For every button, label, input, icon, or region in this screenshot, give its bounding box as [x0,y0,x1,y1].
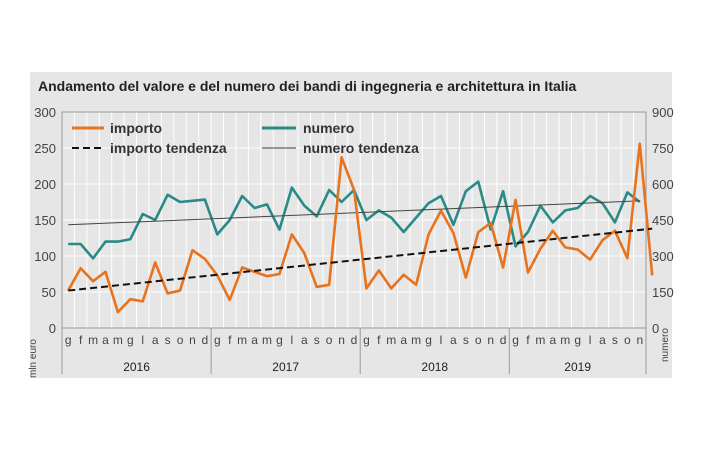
x-tick-label: n [487,333,494,347]
x-tick-label: m [113,333,123,347]
x-tick-label: g [512,333,519,347]
x-tick-label: d [351,333,358,347]
legend-importo-label: importo [110,120,162,136]
x-tick-label: g [276,333,283,347]
x-tick-label: s [612,333,618,347]
x-tick-label: a [400,333,407,347]
x-tick-label: l [589,333,592,347]
x-tick-label: f [526,333,530,347]
series-layer [67,142,654,314]
x-tick-label: f [79,333,83,347]
x-tick-label: s [463,333,469,347]
x-tick-label: m [560,333,570,347]
y-tick-left: 150 [34,213,56,228]
x-tick-label: a [301,333,308,347]
x-tick-label: m [88,333,98,347]
x-tick-label: s [314,333,320,347]
y-tick-left: 300 [34,105,56,120]
x-tick-label: f [228,333,232,347]
x-tick-label: m [535,333,545,347]
legend-importo-tendenza-label: importo tendenza [110,140,227,156]
x-tick-label: o [624,333,631,347]
x-tick-label: m [386,333,396,347]
x-tick-label: o [326,333,333,347]
legend-numero-tendenza-label: numero tendenza [303,140,419,156]
x-tick-label: a [599,333,606,347]
right-axis-unit: numero [660,328,671,362]
x-year-label: 2016 [123,360,150,374]
y-tick-right: 900 [652,105,674,120]
y-tick-left: 50 [42,285,56,300]
x-tick-label: n [338,333,345,347]
series-line-importo-tendenza [68,227,653,292]
y-tick-right: 750 [652,141,674,156]
x-tick-label: f [377,333,381,347]
x-year-label: 2017 [272,360,299,374]
x-tick-label: n [189,333,196,347]
series-line-importo [67,142,654,314]
x-tick-label: a [251,333,258,347]
series-line-numero-tendenza [68,200,640,226]
chart-title: Andamento del valore e del numero dei ba… [38,78,577,94]
y-tick-left: 250 [34,141,56,156]
y-tick-left: 200 [34,177,56,192]
x-tick-label: g [127,333,134,347]
x-tick-label: o [475,333,482,347]
x-tick-label: a [450,333,457,347]
y-tick-left: 100 [34,249,56,264]
x-tick-label: m [262,333,272,347]
x-tick-label: d [202,333,209,347]
x-year-label: 2018 [421,360,448,374]
y-tick-right: 600 [652,177,674,192]
x-tick-label: l [440,333,443,347]
legend-numero-label: numero [303,120,354,136]
x-tick-label: g [574,333,581,347]
y-tick-right: 300 [652,249,674,264]
x-tick-label: n [636,333,643,347]
y-tick-left: 0 [49,321,56,336]
x-tick-label: g [214,333,221,347]
legend: importo numero importo tendenza numero t… [72,120,419,156]
x-year-label: 2019 [564,360,591,374]
x-tick-label: g [363,333,370,347]
x-tick-label: s [165,333,171,347]
x-tick-label: a [549,333,556,347]
x-tick-label: a [152,333,159,347]
x-tick-label: g [425,333,432,347]
x-tick-label: g [65,333,72,347]
grid-layer [62,112,646,328]
y-tick-right: 0 [652,321,659,336]
x-tick-label: m [237,333,247,347]
x-tick-label: d [500,333,507,347]
x-tick-label: l [141,333,144,347]
x-tick-label: o [177,333,184,347]
y-tick-right: 150 [652,285,674,300]
x-tick-label: a [102,333,109,347]
y-tick-right: 450 [652,213,674,228]
x-tick-label: m [411,333,421,347]
x-tick-label: l [291,333,294,347]
left-axis-unit: mln euro [28,339,39,378]
